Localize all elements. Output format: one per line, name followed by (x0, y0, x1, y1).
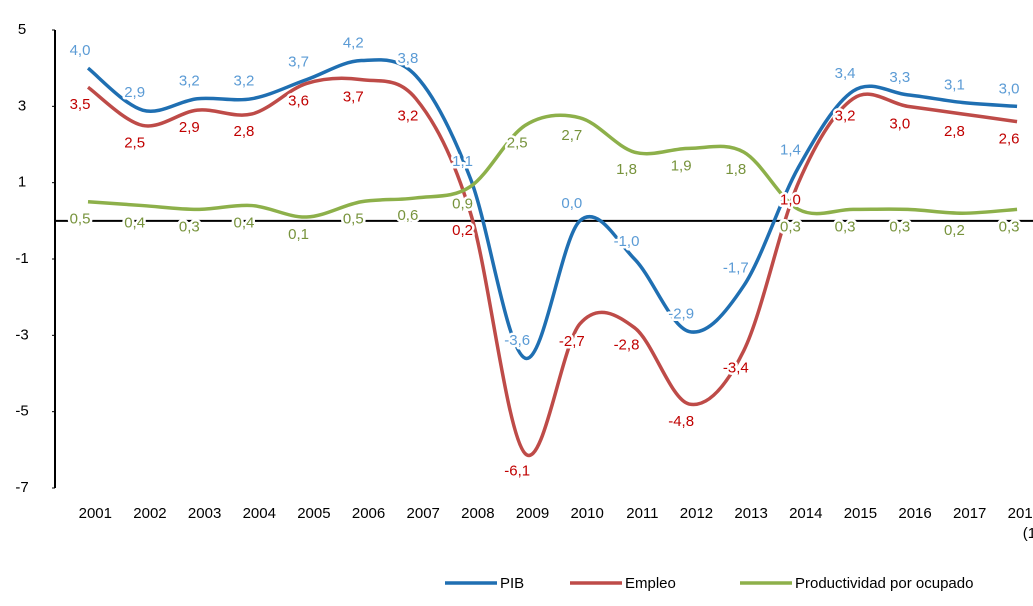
data-label: -2,7 (559, 333, 585, 350)
data-label: 3,4 (835, 65, 856, 82)
x-tick-label: 2011 (626, 505, 659, 522)
data-label: 0,5 (343, 211, 364, 228)
data-label: 2,9 (124, 84, 145, 101)
data-label: 1,8 (725, 161, 746, 178)
y-tick-label: -1 (15, 250, 28, 267)
data-label: -6,1 (504, 463, 530, 480)
data-label: 2,7 (561, 127, 582, 144)
data-label: 1,9 (671, 157, 692, 174)
y-tick-label: 5 (18, 21, 26, 38)
data-label: 0,9 (452, 195, 473, 212)
data-label: 3,3 (889, 69, 910, 86)
series-line (86, 58, 1018, 360)
data-label: 3,6 (288, 92, 309, 109)
data-label: -2,8 (614, 337, 640, 354)
x-tick-label: 2002 (133, 505, 167, 522)
data-label: 1,8 (616, 161, 637, 178)
data-label: 2,8 (944, 123, 965, 140)
x-tick-label: 2017 (953, 505, 987, 522)
x-tick-label: 2005 (297, 505, 331, 522)
data-label: 3,5 (70, 96, 91, 113)
data-label: 3,1 (944, 76, 965, 93)
legend-label: Productividad por ocupado (795, 575, 973, 592)
x-tick-label: 2003 (187, 505, 222, 522)
data-label: 2,6 (999, 131, 1020, 148)
data-label: 3,2 (179, 73, 200, 90)
data-label: 2,5 (507, 134, 528, 151)
data-label: 0,4 (124, 215, 145, 232)
data-label: -4,8 (668, 413, 694, 430)
data-label: 1,4 (780, 141, 801, 158)
x-tick-label: 2014 (789, 505, 823, 522)
x-tick-label: 2016 (898, 505, 932, 522)
data-label: 3,2 (234, 73, 255, 90)
data-label: 0,6 (397, 207, 418, 224)
data-label: 2,9 (179, 119, 200, 136)
y-tick-label: -3 (15, 326, 28, 343)
legend-label: PIB (500, 575, 524, 592)
y-tick-label: 3 (18, 97, 26, 114)
data-label: 2,8 (234, 123, 255, 140)
x-tick-label: 2010 (570, 505, 604, 522)
data-label: 0,1 (288, 226, 309, 243)
y-tick-label: -7 (15, 479, 28, 496)
data-label: 3,2 (835, 108, 856, 125)
data-label: 3,8 (397, 50, 418, 67)
data-label: 1,1 (452, 153, 473, 170)
data-label: -1,0 (614, 233, 640, 250)
data-label: 0,2 (944, 222, 965, 239)
data-label: 0,3 (889, 218, 910, 235)
x-tick-label: 2008 (461, 505, 495, 522)
x-tick-label: 2018 (1) (1007, 505, 1033, 542)
x-tick-label: 2007 (406, 505, 440, 522)
series-line (87, 113, 1018, 219)
data-label: 3,7 (343, 89, 364, 106)
legend-label: Empleo (625, 575, 676, 592)
data-label: -1,7 (723, 260, 749, 277)
data-label: 0,5 (70, 211, 91, 228)
data-label: 0,3 (835, 218, 856, 235)
data-label: 0,3 (179, 218, 200, 235)
data-label: 3,0 (889, 115, 910, 132)
x-tick-label: 2015 (843, 505, 878, 522)
data-label: 0,4 (234, 215, 255, 232)
x-tick-label: 2006 (351, 505, 386, 522)
data-label: 3,2 (397, 108, 418, 125)
y-tick-label: 1 (18, 174, 26, 191)
data-label: 4,0 (70, 42, 91, 59)
data-label: 0,2 (452, 222, 473, 239)
x-tick-label: 2009 (515, 505, 550, 522)
data-label: 1,0 (780, 192, 801, 209)
x-tick-label: 2001 (78, 505, 112, 522)
data-label: 0,3 (999, 218, 1020, 235)
data-label: 0,0 (561, 195, 582, 212)
data-label: -3,4 (723, 360, 749, 377)
data-label: -3,6 (504, 332, 530, 349)
x-tick-label: 2004 (242, 505, 276, 522)
data-label: -2,9 (668, 305, 694, 322)
y-tick-label: -5 (15, 403, 28, 420)
data-label: 3,7 (288, 54, 309, 71)
data-label: 4,2 (343, 35, 364, 52)
data-label: 2,5 (124, 134, 145, 151)
data-label: 3,0 (999, 80, 1020, 97)
x-tick-label: 2013 (734, 505, 768, 522)
data-label: 0,3 (780, 218, 801, 235)
series-line (86, 76, 1018, 458)
x-tick-label: 2012 (679, 505, 714, 522)
